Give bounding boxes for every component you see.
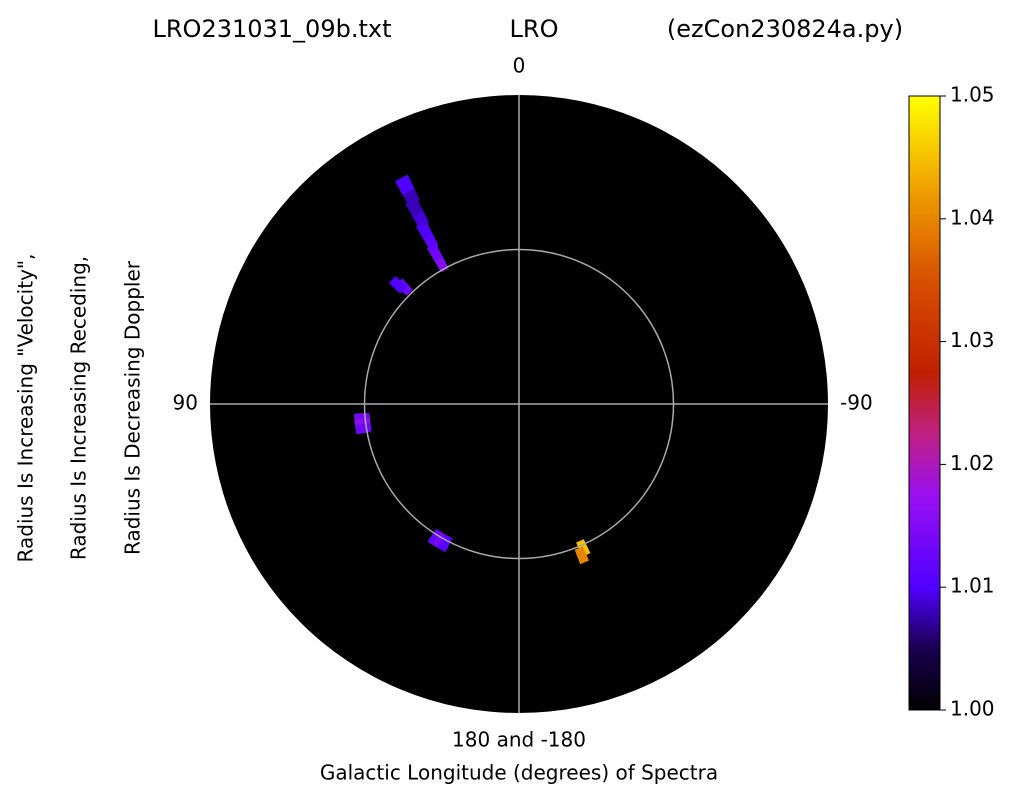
title-center: LRO: [510, 15, 559, 43]
y-axis-label: Radius Is Decreasing Doppler: [121, 260, 145, 555]
title-right: (ezCon230824a.py): [667, 15, 903, 43]
colorbar-tick-label: 1.02: [950, 451, 995, 475]
colorbar: [908, 95, 941, 711]
heat-cell: [432, 531, 448, 550]
angle-tick-label: -90: [840, 391, 873, 415]
y-axis-label: Radius Is Increasing Receding,: [67, 256, 91, 560]
y-axis-label: Radius Is Increasing "Velocity",: [14, 254, 38, 563]
heat-cell: [574, 546, 590, 565]
colorbar-tick-label: 1.05: [950, 83, 995, 107]
heat-cell: [395, 174, 415, 195]
heat-cell: [388, 275, 407, 294]
x-axis-label: Galactic Longitude (degrees) of Spectra: [320, 761, 718, 785]
title-left: LRO231031_09b.txt: [153, 15, 392, 43]
heat-cell: [437, 534, 453, 553]
heat-cell: [427, 528, 444, 547]
colorbar-tick-label: 1.03: [950, 328, 995, 352]
colorbar-tick-label: 1.04: [950, 205, 995, 229]
colorbar-tick-label: 1.00: [950, 697, 995, 721]
colorbar-tick-label: 1.01: [950, 574, 995, 598]
angle-tick-label: 0: [513, 54, 526, 78]
angle-tick-label: 180 and -180: [452, 728, 586, 752]
angle-tick-label: 90: [173, 391, 198, 415]
